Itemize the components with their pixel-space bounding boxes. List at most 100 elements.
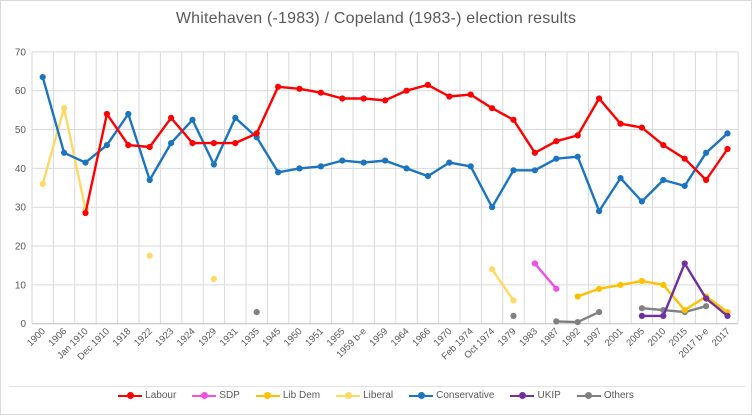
- data-point: [296, 165, 303, 172]
- data-point: [61, 105, 68, 112]
- data-point: [360, 159, 367, 166]
- data-point: [596, 309, 603, 316]
- chart-title: Whitehaven (-1983) / Copeland (1983-) el…: [175, 10, 577, 27]
- data-point: [574, 293, 581, 300]
- data-point: [253, 309, 260, 316]
- data-point: [317, 163, 324, 170]
- data-point: [703, 303, 710, 310]
- x-tick-label: 2001: [603, 326, 626, 349]
- data-point: [660, 142, 667, 149]
- legend-item-conservative: Conservative: [409, 390, 494, 401]
- x-tick-label: 1959: [367, 326, 390, 349]
- legend-line-marker-icon: [576, 391, 601, 400]
- series-ukip: [638, 260, 731, 319]
- x-tick-label: 1924: [175, 326, 198, 349]
- x-tick-label: 2017: [710, 326, 733, 349]
- legend-line-marker-icon: [336, 391, 361, 400]
- data-point: [146, 252, 153, 259]
- legend-label: Others: [603, 390, 634, 401]
- data-point: [638, 305, 646, 312]
- legend-label: Labour: [145, 390, 177, 401]
- x-tick-label: 1966: [410, 326, 433, 349]
- data-point: [724, 130, 731, 137]
- data-point: [189, 116, 196, 123]
- data-point: [168, 114, 175, 121]
- data-point: [531, 149, 539, 156]
- data-point: [638, 277, 646, 285]
- x-tick-label: 1935: [239, 326, 262, 349]
- data-point: [703, 149, 710, 156]
- legend-line-marker-icon: [409, 391, 434, 400]
- data-point: [467, 91, 474, 98]
- data-point: [146, 143, 153, 151]
- y-tick-label: 70: [15, 47, 27, 58]
- data-point: [39, 74, 46, 81]
- data-point: [403, 165, 410, 172]
- x-tick-label: 1987: [539, 326, 562, 349]
- data-point: [103, 142, 110, 149]
- legend-label: Conservative: [436, 390, 495, 401]
- data-point: [489, 204, 496, 211]
- data-point: [39, 180, 46, 187]
- legend-item-liberal: Liberal: [336, 390, 393, 401]
- data-point: [382, 157, 389, 164]
- data-point: [553, 155, 560, 162]
- x-tick-label: 1929: [196, 326, 219, 349]
- x-tick-label: 1922: [132, 326, 155, 349]
- y-tick-label: 10: [15, 280, 27, 291]
- x-tick-label: 1945: [260, 326, 283, 349]
- data-point: [296, 85, 303, 92]
- data-point: [253, 130, 260, 137]
- legend-label: Liberal: [363, 390, 394, 401]
- data-point: [232, 140, 239, 147]
- y-axis-labels: 0 10 20 30 40 50 60 70: [15, 47, 27, 330]
- data-point: [531, 260, 539, 267]
- legend-item-sdp: SDP: [192, 390, 240, 401]
- y-tick-label: 40: [15, 164, 27, 175]
- legend-line-marker-icon: [255, 391, 280, 400]
- data-point: [339, 157, 346, 164]
- legend-item-lib-dem: Lib Dem: [255, 390, 320, 401]
- x-tick-label: 1964: [389, 326, 412, 349]
- x-tick-label: 2005: [624, 326, 647, 349]
- data-point: [232, 114, 239, 121]
- data-point: [660, 176, 667, 184]
- data-point: [61, 149, 68, 156]
- data-point: [596, 95, 603, 102]
- x-tick-label: 2010: [646, 326, 669, 349]
- data-point: [424, 81, 431, 88]
- data-point: [146, 176, 153, 184]
- data-point: [510, 297, 517, 304]
- data-point: [596, 208, 603, 215]
- data-point: [617, 175, 624, 182]
- data-point: [275, 169, 282, 176]
- data-point: [531, 167, 539, 174]
- data-point: [446, 93, 453, 100]
- legend-item-ukip: UKIP: [510, 390, 561, 401]
- data-point: [703, 176, 710, 184]
- data-point: [82, 209, 89, 217]
- data-point: [596, 285, 603, 292]
- data-point: [574, 132, 581, 139]
- data-point: [724, 145, 731, 153]
- legend-line-marker-icon: [118, 391, 143, 400]
- y-tick-label: 60: [15, 86, 27, 97]
- gridlines: [31, 51, 739, 325]
- data-point: [489, 266, 496, 273]
- y-tick-label: 50: [15, 125, 27, 136]
- x-tick-label: 1997: [581, 326, 604, 349]
- y-tick-label: 20: [15, 242, 27, 253]
- data-point: [638, 312, 646, 319]
- data-point: [403, 87, 410, 94]
- data-point: [574, 153, 581, 160]
- data-point: [681, 307, 688, 314]
- data-point: [660, 281, 667, 288]
- data-point: [489, 105, 496, 112]
- legend-label: UKIP: [537, 390, 561, 401]
- data-point: [210, 161, 217, 168]
- data-point: [446, 159, 453, 166]
- data-point: [617, 281, 624, 288]
